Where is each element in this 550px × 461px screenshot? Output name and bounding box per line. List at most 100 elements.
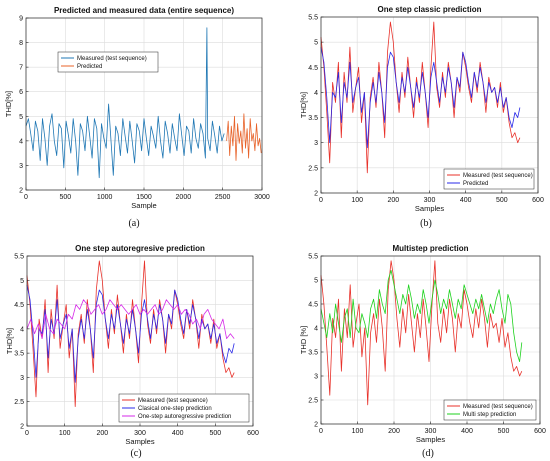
legend-box-a <box>57 51 159 73</box>
ytick-label-c-4: 4 <box>20 326 24 333</box>
ytick-label-b-7: 5.5 <box>308 15 318 22</box>
xtick-label-a-6: 3000 <box>254 194 270 201</box>
x-axis-label-d: Samples <box>416 435 445 444</box>
ytick-label-a-4: 6 <box>19 89 23 96</box>
y-axis-label-a: THD[%] <box>4 91 13 117</box>
ytick-label-b-1: 2.5 <box>308 165 318 172</box>
xtick-label-c-6: 600 <box>247 430 259 437</box>
ytick-label-a-3: 5 <box>19 114 23 121</box>
xtick-label-d-6: 600 <box>534 428 546 435</box>
ytick-label-c-7: 5.5 <box>14 254 24 261</box>
xtick-label-c-1: 100 <box>59 430 71 437</box>
y-axis-label-b: THD[%] <box>299 92 308 118</box>
ytick-label-c-5: 4.5 <box>14 302 24 309</box>
ytick-label-d-2: 3 <box>314 374 318 381</box>
xtick-label-c-5: 500 <box>209 430 221 437</box>
ytick-label-a-5: 7 <box>19 65 23 72</box>
panel-caption-c: (c) <box>130 448 141 459</box>
ytick-label-b-0: 2 <box>314 191 318 198</box>
ytick-label-c-6: 5 <box>20 278 24 285</box>
xtick-label-d-1: 100 <box>352 428 364 435</box>
ytick-label-a-2: 4 <box>19 138 23 145</box>
ytick-label-d-1: 2.5 <box>308 398 318 405</box>
legend-box-b <box>443 168 535 190</box>
xtick-label-d-0: 0 <box>319 428 323 435</box>
ytick-label-a-7: 9 <box>19 16 23 23</box>
ytick-label-b-2: 3 <box>314 140 318 147</box>
ytick-label-b-6: 5 <box>314 40 318 47</box>
ytick-label-a-0: 2 <box>19 188 23 195</box>
legend-d: Measured (test sequence) Multi step predi… <box>443 399 537 421</box>
legend-c: Measured (test sequence) Clasical one-ste… <box>118 393 250 423</box>
xtick-label-d-3: 300 <box>425 428 437 435</box>
ytick-label-d-4: 4 <box>314 326 318 333</box>
ytick-label-d-7: 5.5 <box>308 254 318 261</box>
ytick-label-d-6: 5 <box>314 278 318 285</box>
legend-label-c-1: Clasical one-step prediction <box>138 406 212 412</box>
xtick-label-c-4: 400 <box>172 430 184 437</box>
legend-label-a-0: Measured (test sequence) <box>77 56 147 62</box>
legend-a: Measured (test sequence) Predicted <box>57 51 159 73</box>
xtick-label-c-2: 200 <box>96 430 108 437</box>
xtick-label-a-4: 2000 <box>176 194 192 201</box>
xtick-label-b-0: 0 <box>319 197 323 204</box>
xtick-label-d-5: 500 <box>498 428 510 435</box>
chart-title-a: Predicted and measured data (entire sequ… <box>54 6 234 15</box>
y-axis-label-c: THD[%] <box>5 328 14 354</box>
xtick-label-b-5: 500 <box>496 197 508 204</box>
xtick-label-d-4: 400 <box>461 428 473 435</box>
panel-d: 0 100 200 300 400 500 600 2 2.5 3 3.5 4 4.5 5 5.5 Multi… <box>299 244 546 459</box>
panel-a: 0 500 1000 1500 2000 2500 3000 2 3 4 5 6 7 8 9 Predicte… <box>4 6 270 229</box>
ytick-label-d-3: 3.5 <box>308 350 318 357</box>
chart-title-b: One step classic prediction <box>377 5 481 14</box>
xtick-label-a-2: 1000 <box>97 194 113 201</box>
x-axis-label-b: Samples <box>415 204 444 213</box>
ytick-label-d-0: 2 <box>314 422 318 429</box>
legend-label-b-0: Measured (test sequence) <box>463 173 533 179</box>
xtick-label-b-6: 600 <box>532 197 544 204</box>
ytick-label-c-0: 2 <box>20 424 24 431</box>
panel-caption-a: (a) <box>128 218 139 229</box>
ytick-label-b-3: 3.5 <box>308 115 318 122</box>
ytick-label-b-5: 4.5 <box>308 65 318 72</box>
series-line-a-1 <box>226 113 262 161</box>
xtick-label-a-1: 500 <box>59 194 71 201</box>
ytick-label-a-1: 3 <box>19 163 23 170</box>
panel-caption-d: (d) <box>422 448 434 459</box>
series-line-a-0 <box>25 27 225 179</box>
xtick-label-b-4: 400 <box>460 197 472 204</box>
panel-caption-b: (b) <box>420 218 432 229</box>
xtick-label-c-0: 0 <box>25 430 29 437</box>
series-line-b-1 <box>320 47 521 149</box>
xtick-label-a-0: 0 <box>24 194 28 201</box>
xtick-label-a-5: 2500 <box>215 194 231 201</box>
ytick-label-c-2: 3 <box>20 375 24 382</box>
ytick-label-a-6: 8 <box>19 40 23 47</box>
y-axis-label-d: THD [%] <box>299 326 308 354</box>
xtick-label-c-3: 300 <box>134 430 146 437</box>
panel-c: 0 100 200 300 400 500 600 2 2.5 3 3.5 4 4.5 5 5.5 One s… <box>5 244 259 459</box>
x-axis-label-c: Samples <box>125 437 154 446</box>
xtick-label-b-3: 300 <box>424 197 436 204</box>
xtick-label-b-1: 100 <box>351 197 363 204</box>
chart-title-d: Multistep prediction <box>393 244 469 253</box>
x-axis-label-a: Sample <box>131 201 156 210</box>
legend-label-b-1: Predicted <box>463 181 488 187</box>
panel-b: 0 100 200 300 400 500 600 2 2.5 3 3.5 4 4.5 5 5.5 One s… <box>299 5 544 229</box>
legend-label-d-0: Measured (test sequence) <box>463 404 533 410</box>
ytick-label-c-1: 2.5 <box>14 399 24 406</box>
legend-label-c-0: Measured (test sequence) <box>138 398 208 404</box>
ytick-label-d-5: 4.5 <box>308 302 318 309</box>
ytick-label-b-4: 4 <box>314 90 318 97</box>
legend-label-a-1: Predicted <box>77 64 102 70</box>
xtick-label-d-2: 200 <box>388 428 400 435</box>
xtick-label-b-2: 200 <box>387 197 399 204</box>
ytick-label-c-3: 3.5 <box>14 351 24 358</box>
legend-b: Measured (test sequence) Predicted <box>443 168 535 190</box>
series-line-d-0 <box>320 260 523 406</box>
series-line-c-2 <box>26 299 235 340</box>
xtick-label-a-3: 1500 <box>136 194 152 201</box>
legend-label-c-2: One-step autoregressive prediction <box>138 414 231 420</box>
legend-box-d <box>443 399 537 421</box>
